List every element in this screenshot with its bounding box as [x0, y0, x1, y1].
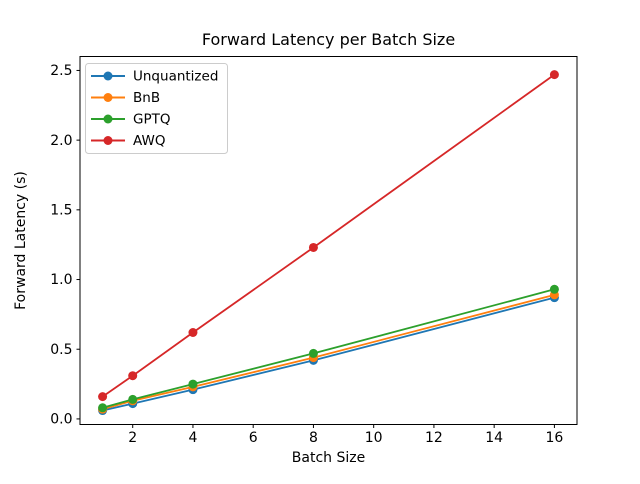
- data-point-gptq: [308, 348, 318, 358]
- data-point-awq: [188, 328, 198, 337]
- x-tick-label: 2: [128, 430, 137, 446]
- data-point-awq: [308, 242, 318, 252]
- legend-box: [85, 63, 228, 154]
- legend-item-label: GPTQ: [133, 112, 170, 128]
- x-tick-label: 8: [309, 430, 318, 446]
- legend: Unquantized BnB GPTQ AWQ: [85, 63, 228, 154]
- x-tick-label: 16: [545, 430, 563, 446]
- legend-item-gptq: GPTQ: [91, 112, 170, 128]
- plot-area: [79, 56, 578, 425]
- x-tick-label: 14: [485, 430, 503, 446]
- y-tick-label: 0.0: [50, 412, 72, 428]
- legend-item-unquantized: Unquantized: [91, 69, 218, 85]
- x-tick-label: 6: [249, 430, 258, 446]
- legend-item-bnb: BnB: [91, 90, 160, 106]
- chart-title: Forward Latency per Batch Size: [202, 30, 455, 49]
- legend-item-label: Unquantized: [133, 69, 218, 85]
- x-axis-label: Batch Size: [292, 450, 365, 466]
- legend-item-label: AWQ: [133, 133, 165, 149]
- y-tick-label: 0.5: [50, 342, 72, 358]
- data-point-gptq: [128, 394, 138, 404]
- data-point-gptq: [98, 403, 108, 413]
- legend-marker: [103, 93, 113, 102]
- legend-marker: [103, 114, 113, 124]
- legend-item-label: BnB: [133, 90, 160, 106]
- data-point-gptq: [188, 379, 198, 389]
- legend-marker: [103, 71, 113, 81]
- legend-item-awq: AWQ: [91, 133, 165, 149]
- y-tick-label: 2.5: [50, 63, 72, 79]
- data-point-gptq: [549, 284, 559, 294]
- series-group: [98, 70, 559, 416]
- data-point-awq: [128, 371, 138, 381]
- x-tick-label: 10: [365, 430, 383, 446]
- data-point-awq: [549, 70, 559, 80]
- axis-ticks: 2 4 6 8 10 12 14 16 0.0 0.5 1.0 1.5 2.0 2.5: [50, 63, 563, 446]
- series-line-bnb: [102, 293, 555, 411]
- data-point-awq: [98, 392, 108, 402]
- y-axis-label: Forward Latency (s): [13, 171, 29, 310]
- y-tick-label: 1.5: [50, 203, 72, 219]
- legend-marker: [103, 136, 113, 145]
- y-tick-label: 1.0: [50, 272, 72, 288]
- y-tick-label: 2.0: [50, 133, 72, 149]
- x-tick-label: 12: [425, 430, 443, 446]
- x-tick-label: 4: [188, 430, 197, 446]
